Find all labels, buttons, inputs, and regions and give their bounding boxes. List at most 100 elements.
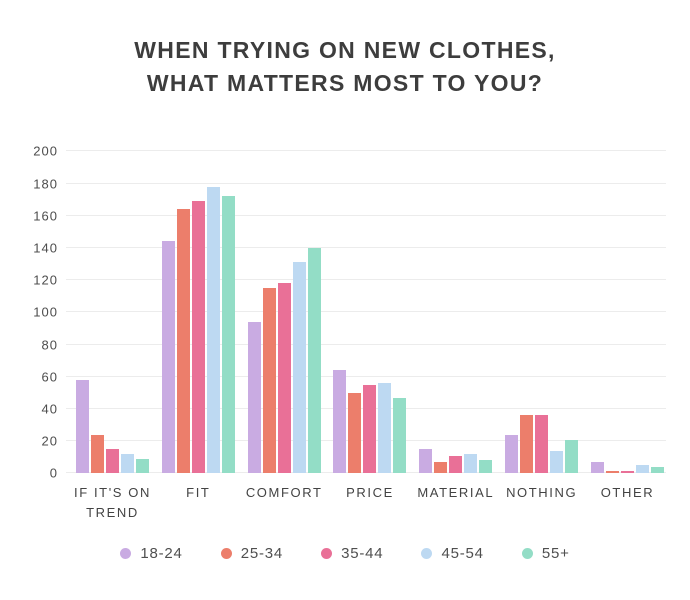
bar [419, 449, 433, 474]
bar [464, 454, 478, 474]
y-tick-label: 140 [33, 240, 58, 256]
legend-item: 25-34 [220, 545, 284, 563]
x-axis-category-label: NOTHING [505, 483, 578, 529]
legend-dot-icon [321, 548, 333, 560]
x-axis-category-text: NOTHING [506, 485, 578, 501]
plot-area [66, 150, 666, 474]
gridline [66, 311, 666, 313]
bar-chart: 0 20 40 60 80 100 120 140 160 180 200 IF IT'S ON T… [0, 144, 690, 529]
y-tick-label: 60 [41, 369, 58, 385]
gridline [66, 279, 666, 281]
x-axis-category-text: OTHER [600, 485, 655, 501]
y-tick-label: 200 [33, 143, 58, 159]
bar [434, 462, 448, 474]
bar-group [161, 186, 235, 474]
gridline [66, 182, 666, 184]
legend-item: 55+ [521, 545, 570, 563]
gridline [66, 343, 666, 345]
bar [479, 460, 493, 474]
bar-group [76, 379, 149, 474]
x-axis-category-label: FIT [162, 483, 235, 529]
x-axis-category-label: COMFORT [245, 483, 323, 529]
bar [161, 241, 175, 474]
y-tick-label: 120 [33, 272, 58, 288]
bar-group [419, 449, 493, 474]
bar [620, 471, 634, 474]
bar [635, 465, 649, 474]
legend-item: 35-44 [321, 545, 383, 562]
legend-dot-icon [120, 548, 132, 560]
x-axis-category-label: IF IT'S ON TREND [74, 483, 149, 529]
bar [292, 262, 306, 474]
bar [520, 415, 534, 474]
x-axis-category-label: OTHER [591, 483, 664, 529]
bar [393, 397, 407, 474]
bar [605, 471, 619, 474]
x-axis-category-label: MATERIAL [417, 483, 495, 529]
gridline [66, 214, 666, 216]
bar [307, 247, 321, 474]
bar [262, 288, 276, 474]
legend-dot-icon [421, 548, 433, 560]
y-tick-label: 160 [33, 208, 58, 224]
y-tick-label: 80 [41, 337, 58, 353]
x-axis-category-text: COMFORT [245, 485, 323, 501]
y-tick-label: 180 [33, 176, 58, 192]
bar-group [247, 247, 321, 474]
bar [348, 392, 362, 474]
x-axis-category-text: FIT [186, 485, 211, 501]
bar [247, 321, 261, 474]
bar [206, 186, 220, 474]
bar [378, 383, 392, 474]
y-tick-label: 0 [49, 465, 58, 481]
x-axis-category-text: PRICE [346, 485, 394, 501]
x-axis-category-text: MATERIAL [417, 485, 495, 501]
legend-dot-icon [220, 548, 232, 560]
bar [191, 201, 205, 474]
gridline [66, 150, 666, 152]
bar [650, 466, 664, 474]
bar [333, 370, 347, 474]
legend-label: 35-44 [341, 545, 384, 563]
legend-label: 55+ [541, 545, 570, 563]
legend-item: 45-54 [421, 545, 483, 562]
bar [535, 415, 549, 474]
bar [76, 379, 89, 474]
x-axis-category-label: PRICE [333, 483, 406, 529]
bar [106, 449, 119, 474]
bar [277, 283, 291, 474]
bar-group [333, 370, 407, 474]
bar [550, 450, 564, 474]
chart-title: WHEN TRYING ON NEW CLOTHES, WHAT MATTERS… [0, 34, 690, 99]
y-tick-label: 40 [41, 401, 58, 417]
bar [121, 454, 134, 474]
bar [91, 434, 104, 474]
bar [363, 384, 377, 474]
legend-label: 45-54 [441, 545, 484, 563]
bar [221, 196, 235, 474]
legend: 18-24 25-34 35-44 45-54 55+ [0, 545, 690, 562]
bar [505, 434, 519, 474]
legend-dot-icon [521, 548, 533, 560]
legend-item: 18-24 [120, 545, 182, 562]
y-tick-label: 20 [41, 433, 58, 449]
chart-title-line-2: WHAT MATTERS MOST TO YOU? [146, 69, 544, 96]
y-tick-label: 100 [33, 304, 58, 320]
bar-group [505, 415, 579, 474]
bar [565, 439, 579, 474]
legend-label: 25-34 [240, 545, 284, 563]
x-axis-labels: IF IT'S ON TREND FIT COMFORT PRICE MATERIAL N… [66, 473, 666, 529]
bar [449, 455, 463, 474]
bar [136, 458, 149, 474]
gridline [66, 246, 666, 248]
legend-label: 18-24 [140, 545, 183, 563]
bar [590, 462, 604, 474]
y-axis: 0 20 40 60 80 100 120 140 160 180 200 [28, 144, 58, 481]
x-axis-category-text: IF IT'S ON TREND [74, 485, 151, 521]
bar-group [590, 462, 664, 474]
gridline [66, 375, 666, 377]
bar [176, 209, 190, 474]
bar-groups [66, 151, 666, 474]
chart-title-line-1: WHEN TRYING ON NEW CLOTHES, [134, 37, 556, 63]
